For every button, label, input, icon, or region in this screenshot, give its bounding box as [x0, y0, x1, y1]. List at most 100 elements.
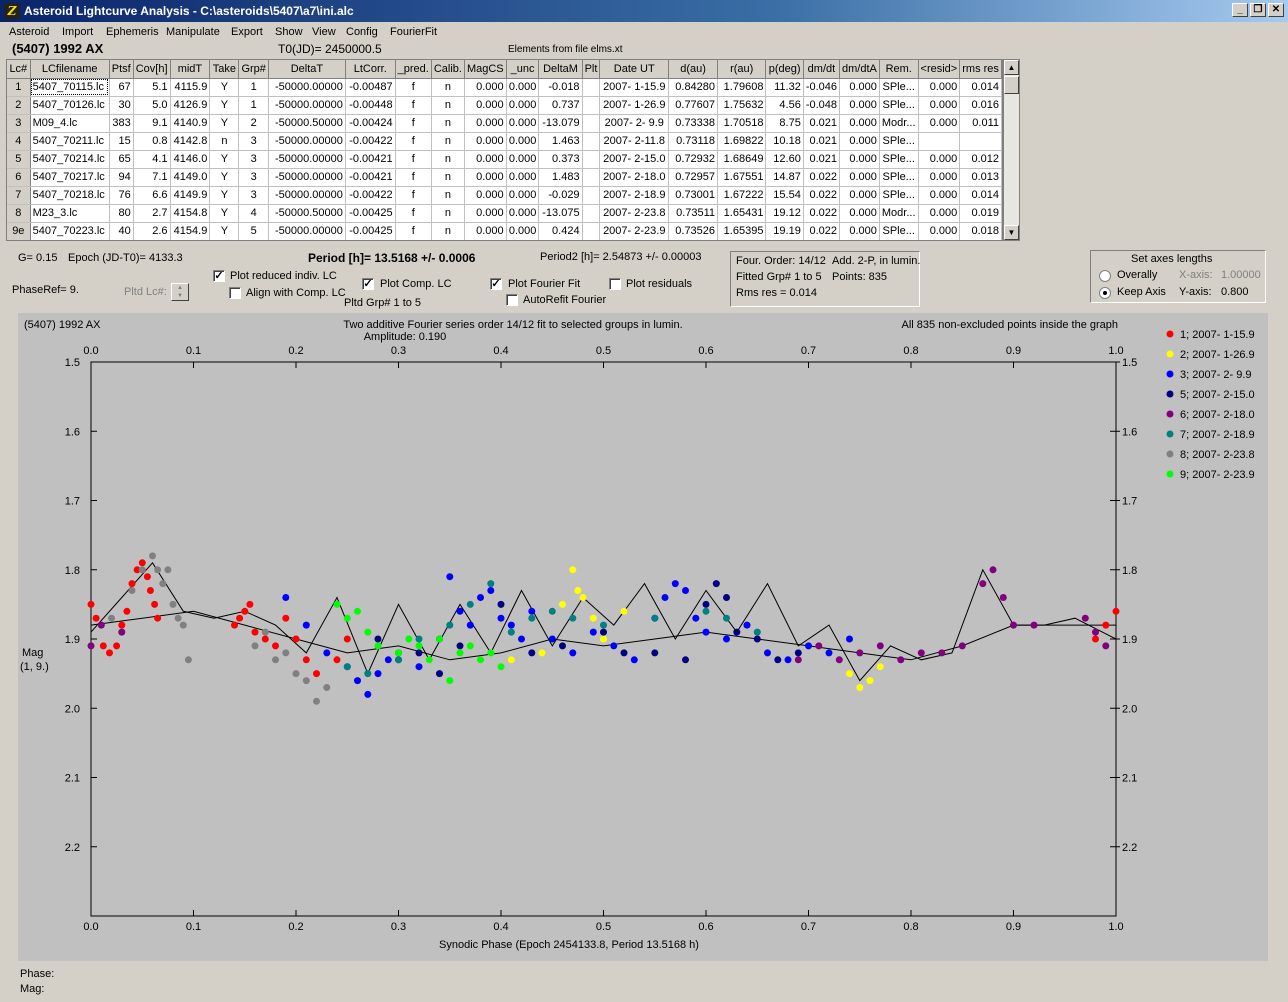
- table-cell[interactable]: 0.018: [959, 222, 1002, 240]
- table-cell[interactable]: -0.00425: [345, 204, 396, 223]
- column-header[interactable]: <resid>: [918, 60, 961, 79]
- table-row[interactable]: 5 5407_70214.lc 65 4.1 4146.0 Y 3 -50000.00000-…: [7, 150, 1002, 169]
- table-cell[interactable]: Y: [209, 186, 240, 205]
- table-cell[interactable]: n: [431, 222, 465, 240]
- table-cell[interactable]: n: [431, 78, 465, 97]
- table-cell[interactable]: -50000.00000: [268, 168, 346, 187]
- table-cell[interactable]: Modr...: [879, 204, 919, 223]
- table-cell[interactable]: 0.8: [133, 132, 171, 151]
- table-cell[interactable]: 2007- 2-23.8: [599, 204, 670, 223]
- menu-show[interactable]: Show: [275, 26, 303, 38]
- table-cell[interactable]: [582, 186, 601, 205]
- table-cell[interactable]: 1.463: [538, 132, 583, 151]
- column-header[interactable]: _unc: [506, 60, 540, 79]
- table-cell[interactable]: -50000.00000: [268, 96, 346, 115]
- table-cell[interactable]: 4: [238, 204, 269, 223]
- table-cell[interactable]: 5.0: [133, 96, 171, 115]
- column-header[interactable]: rms res: [959, 60, 1002, 79]
- table-cell[interactable]: 0.000: [918, 168, 961, 187]
- table-cell[interactable]: 0.012: [959, 150, 1002, 169]
- table-cell[interactable]: -0.00421: [345, 150, 396, 169]
- table-cell[interactable]: 3: [238, 186, 269, 205]
- row-number[interactable]: 4: [7, 132, 31, 151]
- table-cell[interactable]: 0.737: [538, 96, 583, 115]
- table-cell[interactable]: 3: [238, 132, 269, 151]
- table-cell[interactable]: SPle...: [879, 150, 919, 169]
- table-cell[interactable]: 2007- 2-18.9: [599, 186, 670, 205]
- column-header[interactable]: Ptsf: [109, 60, 134, 79]
- table-cell[interactable]: 76: [109, 186, 134, 205]
- table-cell[interactable]: n: [431, 204, 465, 223]
- table-cell[interactable]: n: [431, 132, 465, 151]
- table-cell[interactable]: 5407_70214.lc: [30, 150, 110, 169]
- table-cell[interactable]: 0.000: [506, 114, 540, 133]
- table-cell[interactable]: Modr...: [879, 114, 919, 133]
- table-cell[interactable]: f: [395, 132, 432, 151]
- table-cell[interactable]: 0.000: [918, 204, 961, 223]
- menu-fourierfit[interactable]: FourierFit: [390, 26, 438, 38]
- table-cell[interactable]: 4115.9: [170, 78, 211, 97]
- table-cell[interactable]: -0.00424: [345, 114, 396, 133]
- table-cell[interactable]: 0.000: [918, 96, 961, 115]
- table-cell[interactable]: [959, 132, 1002, 151]
- table-cell[interactable]: 0.73001: [668, 186, 719, 205]
- table-cell[interactable]: 4.1: [133, 150, 171, 169]
- table-cell[interactable]: -50000.00000: [268, 186, 346, 205]
- table-cell[interactable]: 14.87: [765, 168, 804, 187]
- table-cell[interactable]: 0.019: [959, 204, 1002, 223]
- table-cell[interactable]: SPle...: [879, 78, 919, 97]
- overally-radio[interactable]: [1099, 270, 1111, 282]
- scroll-down-button[interactable]: ▼: [1004, 225, 1019, 240]
- table-cell[interactable]: n: [209, 132, 240, 151]
- row-number[interactable]: 7: [7, 186, 31, 205]
- table-cell[interactable]: -13.075: [538, 204, 583, 223]
- table-cell[interactable]: 6.6: [133, 186, 171, 205]
- table-cell[interactable]: 0.000: [839, 114, 880, 133]
- table-cell[interactable]: 0.84280: [668, 78, 719, 97]
- table-cell[interactable]: 0.000: [839, 78, 880, 97]
- table-cell[interactable]: 1.67551: [717, 168, 767, 187]
- table-row[interactable]: 8 M23_3.lc 80 2.7 4154.8 Y 4 -50000.50000 -0.004…: [7, 204, 1002, 223]
- table-cell[interactable]: [582, 132, 601, 151]
- table-cell[interactable]: 4142.8: [170, 132, 211, 151]
- table-cell[interactable]: [582, 78, 601, 97]
- table-cell[interactable]: -50000.00000: [268, 132, 346, 151]
- row-number[interactable]: 8: [7, 204, 31, 223]
- table-cell[interactable]: 1.67222: [717, 186, 767, 205]
- column-header[interactable]: LCfilename: [30, 60, 110, 79]
- table-cell[interactable]: f: [395, 96, 432, 115]
- table-cell[interactable]: 5407_70211.lc: [30, 132, 110, 151]
- table-cell[interactable]: Y: [209, 114, 240, 133]
- table-cell[interactable]: 4140.9: [170, 114, 211, 133]
- table-cell[interactable]: 15.54: [765, 186, 804, 205]
- table-cell[interactable]: 1: [238, 96, 269, 115]
- menu-ephemeris[interactable]: Ephemeris: [106, 26, 159, 38]
- table-cell[interactable]: 9.1: [133, 114, 171, 133]
- table-cell[interactable]: 11.32: [765, 78, 804, 97]
- table-cell[interactable]: [582, 114, 601, 133]
- table-cell[interactable]: 2.7: [133, 204, 171, 223]
- table-cell[interactable]: 0.73338: [668, 114, 719, 133]
- table-cell[interactable]: 0.000: [506, 168, 540, 187]
- row-number[interactable]: 5: [7, 150, 31, 169]
- column-header[interactable]: _pred.: [395, 60, 432, 79]
- table-cell[interactable]: 0.000: [506, 204, 540, 223]
- table-cell[interactable]: 0.000: [506, 96, 540, 115]
- keep-axis-radio[interactable]: [1099, 287, 1111, 299]
- table-cell[interactable]: 0.022: [803, 222, 841, 240]
- table-cell[interactable]: 4146.0: [170, 150, 211, 169]
- table-cell[interactable]: -0.00422: [345, 186, 396, 205]
- table-cell[interactable]: -0.00425: [345, 222, 396, 240]
- restore-button[interactable]: ❐: [1250, 3, 1266, 17]
- table-cell[interactable]: 0.013: [959, 168, 1002, 187]
- table-scrollbar[interactable]: ▲ ▼: [1003, 59, 1020, 241]
- autorefit-checkbox[interactable]: [506, 294, 518, 306]
- plot-reduced-checkbox[interactable]: ✓: [213, 270, 225, 282]
- table-cell[interactable]: 0.014: [959, 78, 1002, 97]
- minimize-button[interactable]: _: [1232, 3, 1248, 17]
- table-cell[interactable]: 80: [109, 204, 134, 223]
- table-cell[interactable]: 12.60: [765, 150, 804, 169]
- table-cell[interactable]: 0.000: [464, 78, 507, 97]
- table-cell[interactable]: 5: [238, 222, 269, 240]
- table-cell[interactable]: n: [431, 96, 465, 115]
